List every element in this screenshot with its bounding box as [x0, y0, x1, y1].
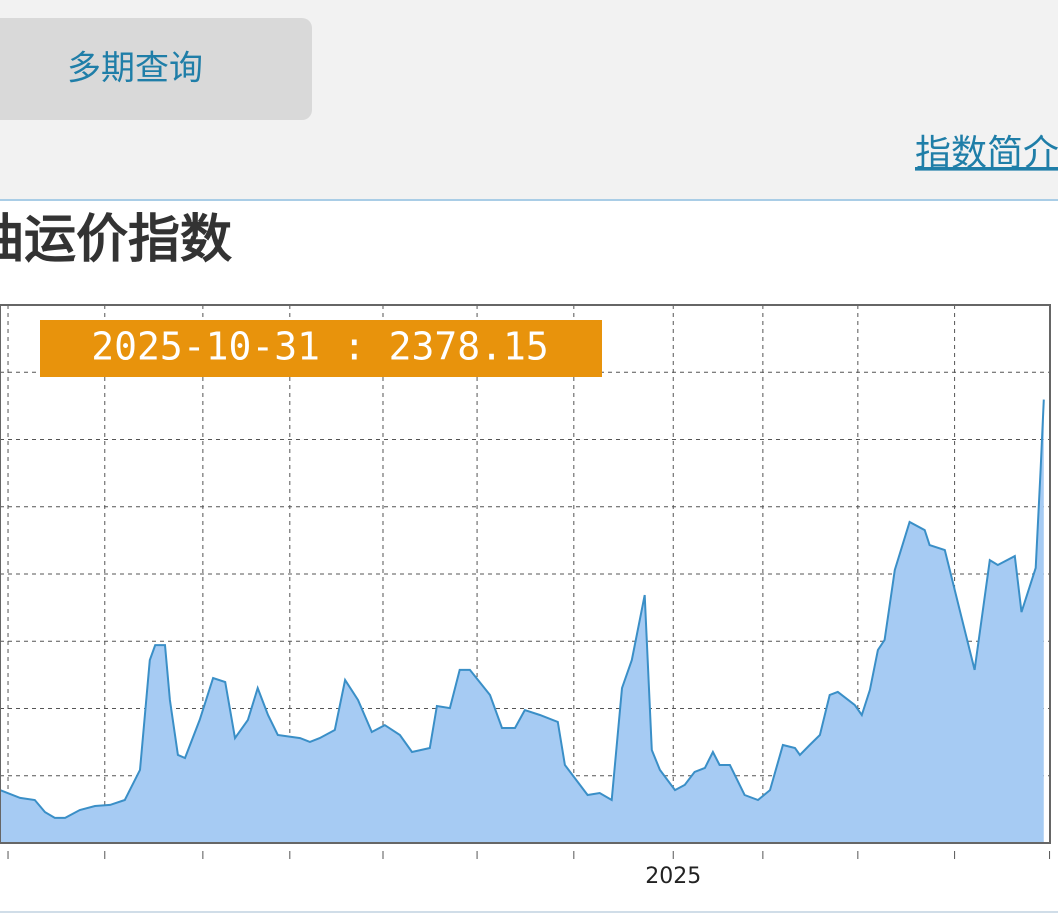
button-label[interactable]: 多期查询	[67, 49, 203, 89]
tooltip	[40, 320, 602, 377]
tooltip-text: 2025-10-31 : 2378.15	[91, 325, 549, 369]
intro-link[interactable]: 指数简介	[915, 133, 1058, 174]
x-tick-label: 2025	[645, 864, 701, 889]
query-button[interactable]	[0, 18, 312, 120]
area-line	[0, 399, 1045, 819]
area-fill	[0, 399, 1044, 843]
chart-title: 油运价指数	[0, 210, 232, 270]
plot	[0, 304, 1051, 844]
plot-border	[0, 304, 1051, 844]
